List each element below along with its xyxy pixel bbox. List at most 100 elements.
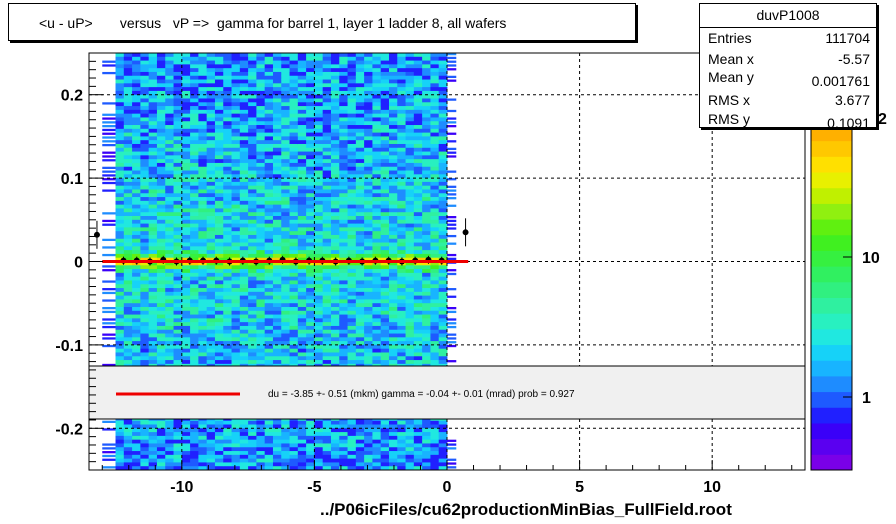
heatmap-cell	[355, 178, 365, 183]
heatmap-cell	[123, 94, 133, 99]
heatmap-cell	[115, 174, 125, 179]
heatmap-cell	[256, 117, 266, 122]
heatmap-cell	[264, 98, 274, 103]
heatmap-cell	[422, 310, 431, 315]
heatmap-cell	[165, 125, 174, 130]
heatmap-cell	[430, 125, 440, 130]
heatmap-cell	[264, 143, 274, 149]
heatmap-cell	[165, 314, 174, 319]
heatmap-edge-cell	[102, 71, 116, 75]
heatmap-cell	[173, 269, 183, 274]
heatmap-cell	[272, 223, 282, 228]
heatmap-cell	[339, 318, 348, 323]
heatmap-cell	[380, 295, 390, 300]
heatmap-edge-cell	[102, 125, 116, 128]
heatmap-cell	[165, 322, 174, 327]
heatmap-cell	[314, 204, 324, 209]
heatmap-cell	[173, 136, 183, 141]
heatmap-cell	[239, 53, 249, 58]
heatmap-cell	[239, 299, 249, 304]
heatmap-cell	[140, 60, 150, 65]
heatmap-cell	[165, 356, 174, 361]
heatmap-cell	[281, 272, 290, 278]
heatmap-cell	[430, 159, 440, 164]
heatmap-cell	[413, 102, 423, 107]
heatmap-cell	[123, 106, 133, 111]
heatmap-cell	[438, 443, 448, 448]
heatmap-cell	[181, 454, 191, 460]
heatmap-cell	[438, 276, 448, 281]
heatmap-cell	[181, 238, 191, 243]
heatmap-cell	[156, 462, 166, 467]
heatmap-cell	[438, 238, 448, 243]
heatmap-cell	[190, 155, 199, 160]
heatmap-cell	[248, 117, 257, 122]
heatmap-cell	[198, 284, 208, 289]
heatmap-cell	[355, 204, 365, 209]
heatmap-cell	[355, 143, 365, 149]
heatmap-cell	[198, 250, 208, 255]
heatmap-cell	[148, 216, 158, 221]
heatmap-cell	[239, 447, 249, 452]
heatmap-cell	[397, 208, 406, 213]
heatmap-cell	[355, 265, 365, 270]
heatmap-cell	[438, 261, 448, 266]
heatmap-cell	[239, 329, 249, 334]
heatmap-cell	[372, 147, 382, 152]
heatmap-cell	[206, 193, 216, 198]
heatmap-cell	[239, 310, 249, 315]
heatmap-cell	[148, 151, 158, 156]
heatmap-cell	[289, 242, 299, 247]
heatmap-cell	[314, 276, 324, 281]
heatmap-cell	[198, 246, 208, 251]
heatmap-cell	[339, 117, 348, 122]
heatmap-cell	[413, 155, 423, 160]
heatmap-cell	[165, 231, 174, 236]
heatmap-cell	[364, 246, 373, 251]
heatmap-cell	[256, 143, 266, 149]
heatmap-cell	[223, 337, 232, 342]
heatmap-cell	[140, 356, 150, 361]
heatmap-cell	[272, 94, 282, 99]
heatmap-cell	[397, 280, 406, 285]
heatmap-cell	[264, 246, 274, 251]
heatmap-cell	[132, 295, 141, 300]
heatmap-cell	[364, 337, 373, 342]
heatmap-cell	[297, 333, 307, 338]
heatmap-cell	[123, 136, 133, 141]
heatmap-cell	[347, 75, 357, 80]
heatmap-cell	[372, 117, 382, 122]
heatmap-cell	[297, 162, 307, 168]
heatmap-cell	[413, 356, 423, 361]
heatmap-cell	[397, 238, 406, 243]
heatmap-cell	[206, 246, 216, 251]
heatmap-cell	[347, 227, 357, 232]
heatmap-cell	[372, 325, 382, 331]
heatmap-cell	[223, 125, 232, 130]
heatmap-cell	[214, 106, 224, 111]
heatmap-cell	[231, 428, 241, 433]
heatmap-cell	[380, 356, 390, 361]
heatmap-cell	[248, 261, 257, 266]
heatmap-cell	[430, 238, 440, 243]
heatmap-cell	[372, 223, 382, 228]
heatmap-cell	[397, 284, 406, 289]
heatmap-cell	[314, 352, 324, 357]
heatmap-cell	[322, 288, 332, 293]
heatmap-cell	[397, 341, 406, 346]
heatmap-cell	[281, 337, 290, 342]
heatmap-cell	[123, 288, 133, 293]
heatmap-cell	[115, 155, 125, 160]
heatmap-cell	[115, 204, 125, 209]
heatmap-cell	[397, 162, 406, 168]
heatmap-cell	[140, 71, 150, 77]
heatmap-cell	[297, 322, 307, 327]
heatmap-cell	[330, 170, 340, 175]
heatmap-cell	[339, 337, 348, 342]
heatmap-cell	[231, 102, 241, 107]
heatmap-cell	[330, 295, 340, 300]
heatmap-cell	[148, 344, 158, 350]
heatmap-cell	[405, 181, 415, 187]
heatmap-cell	[330, 98, 340, 103]
heatmap-cell	[115, 166, 125, 171]
